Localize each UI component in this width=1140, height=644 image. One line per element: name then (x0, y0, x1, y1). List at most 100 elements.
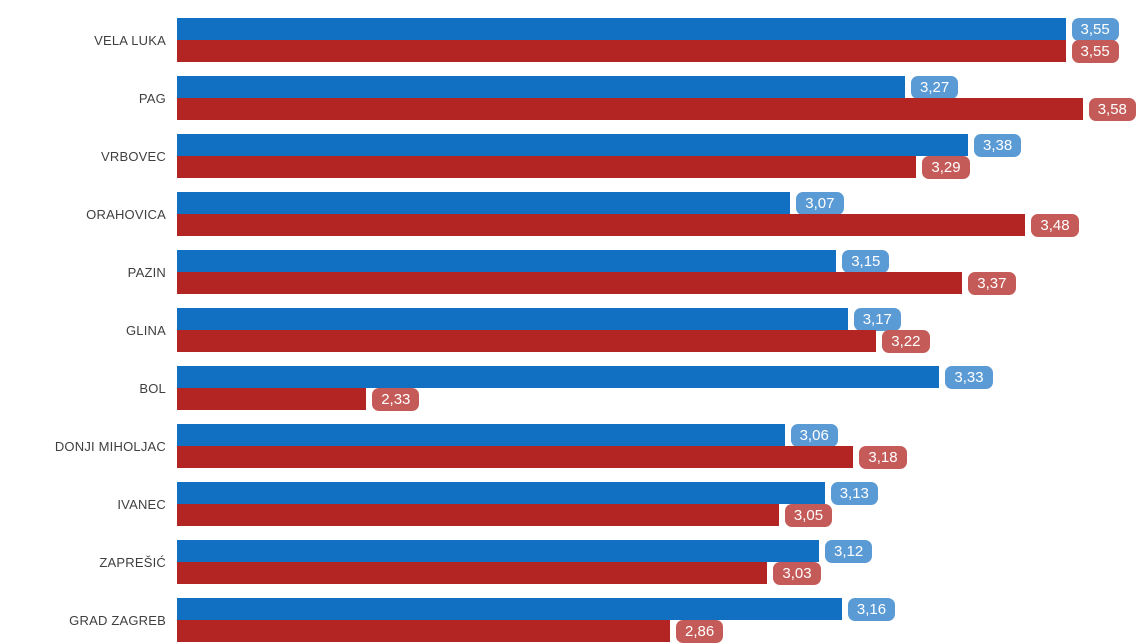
bar-line-blue: 3,12 (177, 539, 1140, 563)
value-badge-blue: 3,38 (974, 133, 1022, 157)
bar-line-blue: 3,33 (177, 365, 1140, 389)
bar-line-red: 3,48 (177, 213, 1140, 237)
category-row: GLINA 3,17 3,22 (0, 307, 1140, 353)
bar-line-blue: 3,13 (177, 481, 1140, 505)
bar-red (177, 98, 1083, 120)
bar-line-red: 2,86 (177, 619, 1140, 643)
bar-red (177, 388, 367, 410)
bar-line-red: 3,18 (177, 445, 1140, 469)
bar-line-blue: 3,55 (177, 17, 1140, 41)
bar-blue (177, 76, 905, 98)
value-badge-red: 3,48 (1031, 213, 1079, 237)
bar-blue (177, 250, 837, 272)
bar-red (177, 40, 1066, 62)
value-badge-red: 2,33 (372, 387, 420, 411)
bar-blue (177, 308, 848, 330)
value-badge-blue: 3,16 (847, 597, 896, 621)
value-badge-red: 3,18 (859, 445, 907, 469)
category-label: VELA LUKA (94, 32, 166, 48)
bar-blue (177, 18, 1066, 40)
bar-line-red: 3,22 (177, 329, 1140, 353)
bar-group: 3,07 3,48 (177, 191, 1140, 237)
bar-blue (177, 366, 940, 388)
bar-group: 3,33 2,33 (177, 365, 1140, 411)
bar-line-red: 3,55 (177, 39, 1140, 63)
value-badge-red: 2,86 (676, 619, 724, 643)
bar-line-red: 3,03 (177, 561, 1140, 585)
bar-line-red: 2,33 (177, 387, 1140, 411)
category-label: ZAPREŠIĆ (99, 554, 166, 570)
bar-line-blue: 3,07 (177, 191, 1140, 215)
category-row: DONJI MIHOLJAC 3,06 3,18 (0, 423, 1140, 469)
category-row: ZAPREŠIĆ 3,12 3,03 (0, 539, 1140, 585)
bar-group: 3,16 2,86 (177, 597, 1140, 643)
category-row: PAG 3,27 3,58 (0, 75, 1140, 121)
bar-group: 3,13 3,05 (177, 481, 1140, 527)
category-label: GLINA (125, 322, 166, 338)
bar-group: 3,06 3,18 (177, 423, 1140, 469)
category-row: GRAD ZAGREB 3,16 2,86 (0, 597, 1140, 643)
value-badge-red: 3,29 (922, 155, 970, 179)
value-badge-blue: 3,06 (790, 423, 838, 447)
bar-line-blue: 3,17 (177, 307, 1140, 331)
bar-blue (177, 134, 968, 156)
value-badge-red: 3,37 (968, 271, 1016, 295)
value-badge-blue: 3,15 (842, 249, 890, 273)
value-badge-blue: 3,07 (796, 191, 844, 215)
bar-line-blue: 3,38 (177, 133, 1140, 157)
category-row: BOL 3,33 2,33 (0, 365, 1140, 411)
bar-red (177, 620, 670, 642)
bar-red (177, 504, 779, 526)
bar-red (177, 214, 1026, 236)
value-badge-blue: 3,17 (853, 307, 901, 331)
bar-group: 3,38 3,29 (177, 133, 1140, 179)
bar-group: 3,55 3,55 (177, 17, 1140, 63)
value-badge-blue: 3,55 (1071, 17, 1119, 41)
category-label: DONJI MIHOLJAC (54, 438, 166, 454)
bar-red (177, 330, 877, 352)
bar-group: 3,15 3,37 (177, 249, 1140, 295)
value-badge-red: 3,22 (882, 329, 930, 353)
bar-line-blue: 3,06 (177, 423, 1140, 447)
bar-red (177, 446, 854, 468)
bar-blue (177, 482, 825, 504)
bar-line-blue: 3,16 (177, 597, 1140, 621)
bar-line-red: 3,29 (177, 155, 1140, 179)
value-badge-blue: 3,12 (825, 539, 873, 563)
category-label: GRAD ZAGREB (69, 612, 166, 628)
category-row: ORAHOVICA 3,07 3,48 (0, 191, 1140, 237)
bar-line-red: 3,05 (177, 503, 1140, 527)
bar-blue (177, 598, 842, 620)
bar-line-red: 3,58 (177, 97, 1140, 121)
value-badge-red: 3,55 (1071, 39, 1119, 63)
value-badge-blue: 3,27 (911, 75, 959, 99)
bar-line-red: 3,37 (177, 271, 1140, 295)
category-label: BOL (139, 380, 166, 396)
value-badge-red: 3,05 (784, 503, 833, 527)
bar-line-blue: 3,15 (177, 249, 1140, 273)
category-row: VELA LUKA 3,55 3,55 (0, 17, 1140, 63)
bar-group: 3,12 3,03 (177, 539, 1140, 585)
bar-group: 3,17 3,22 (177, 307, 1140, 353)
category-label: PAZIN (127, 264, 166, 280)
category-row: PAZIN 3,15 3,37 (0, 249, 1140, 295)
bar-blue (177, 192, 791, 214)
value-badge-blue: 3,13 (830, 481, 878, 505)
value-badge-red: 3,03 (773, 561, 821, 585)
bar-red (177, 562, 768, 584)
value-badge-red: 3,58 (1088, 97, 1136, 121)
category-label: IVANEC (117, 496, 166, 512)
category-row: IVANEC 3,13 3,05 (0, 481, 1140, 527)
category-label: VRBOVEC (101, 148, 166, 164)
value-badge-blue: 3,33 (945, 365, 993, 389)
bar-group: 3,27 3,58 (177, 75, 1140, 121)
bar-red (177, 156, 917, 178)
bar-blue (177, 424, 785, 446)
bar-blue (177, 540, 819, 562)
category-label: ORAHOVICA (86, 206, 166, 222)
category-row: VRBOVEC 3,38 3,29 (0, 133, 1140, 179)
category-label: PAG (138, 90, 166, 106)
bar-red (177, 272, 963, 294)
bar-line-blue: 3,27 (177, 75, 1140, 99)
